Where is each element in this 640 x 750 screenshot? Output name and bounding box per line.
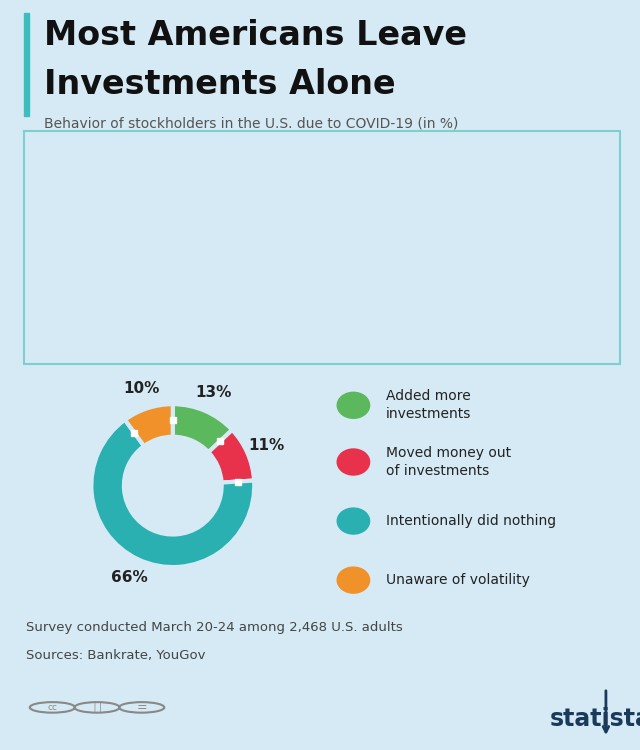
Text: 5%: 5% bbox=[254, 308, 280, 322]
Circle shape bbox=[337, 392, 370, 418]
Text: cc: cc bbox=[47, 703, 58, 712]
Wedge shape bbox=[125, 404, 173, 446]
Text: 24%: 24% bbox=[559, 191, 596, 206]
FancyBboxPatch shape bbox=[203, 298, 286, 333]
Text: 13%: 13% bbox=[376, 250, 413, 265]
Wedge shape bbox=[92, 420, 254, 567]
Wedge shape bbox=[173, 404, 232, 452]
Text: Sources: Bankrate, YouGov: Sources: Bankrate, YouGov bbox=[26, 649, 205, 662]
Text: Unaware of volatility: Unaware of volatility bbox=[386, 573, 530, 587]
Circle shape bbox=[337, 449, 370, 475]
Text: Investments Alone: Investments Alone bbox=[44, 68, 395, 100]
Text: Of those who added more:: Of those who added more: bbox=[220, 142, 424, 158]
FancyBboxPatch shape bbox=[203, 239, 419, 275]
Text: Added more
investments: Added more investments bbox=[386, 389, 471, 422]
Text: 13%: 13% bbox=[195, 385, 232, 400]
Text: 66%: 66% bbox=[111, 570, 148, 585]
Text: 11%: 11% bbox=[248, 438, 284, 453]
Text: Behavior of stockholders in the U.S. due to COVID-19 (in %): Behavior of stockholders in the U.S. due… bbox=[44, 116, 458, 130]
Text: Moved money out
of investments: Moved money out of investments bbox=[386, 446, 511, 478]
Text: Generation X: Generation X bbox=[93, 250, 194, 265]
Text: statista: statista bbox=[549, 706, 640, 730]
Text: Intentionally did nothing: Intentionally did nothing bbox=[386, 514, 556, 528]
Text: Survey conducted March 20-24 among 2,468 U.S. adults: Survey conducted March 20-24 among 2,468… bbox=[26, 621, 403, 634]
Circle shape bbox=[337, 567, 370, 593]
Text: Millenials: Millenials bbox=[123, 191, 194, 206]
FancyBboxPatch shape bbox=[203, 182, 602, 217]
Text: 10%: 10% bbox=[123, 381, 159, 396]
Circle shape bbox=[337, 508, 370, 534]
Text: =: = bbox=[136, 701, 147, 714]
Text: Most Americans Leave: Most Americans Leave bbox=[44, 19, 467, 52]
Text: ⓘ: ⓘ bbox=[93, 701, 100, 714]
Wedge shape bbox=[209, 430, 254, 482]
Text: Baby Boomers: Baby Boomers bbox=[83, 308, 194, 322]
